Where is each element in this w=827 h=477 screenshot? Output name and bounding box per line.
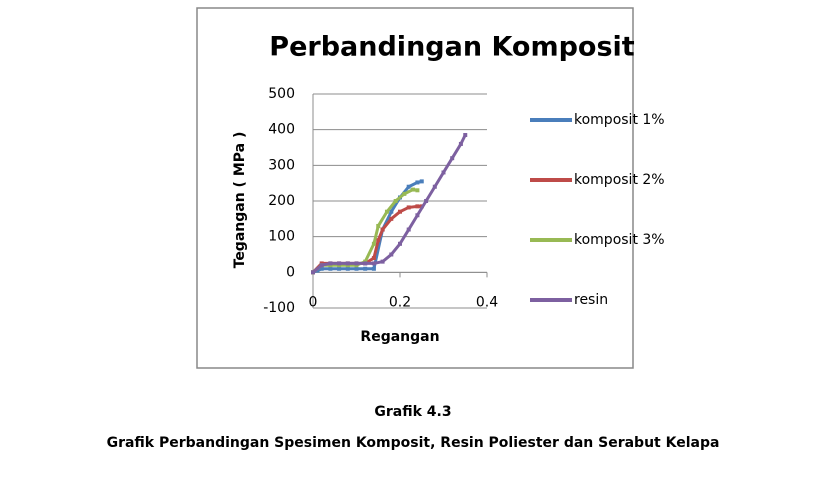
point [380, 259, 385, 264]
point [389, 252, 394, 257]
x-axis-label: Regangan [360, 329, 439, 345]
legend-label: komposit 3% [574, 232, 665, 248]
y-tick-label: 100 [268, 229, 295, 245]
point [463, 133, 468, 138]
point [389, 209, 394, 214]
y-tick-label: 0 [286, 264, 295, 280]
point [380, 227, 385, 232]
point [415, 188, 420, 193]
point [458, 141, 463, 146]
y-axis-label: Tegangan ( MPa ) [232, 132, 248, 269]
point [371, 241, 376, 246]
y-tick-label: 300 [268, 157, 295, 173]
point [398, 209, 402, 214]
point [345, 266, 350, 271]
point [371, 256, 376, 261]
point [389, 216, 394, 221]
point [411, 187, 416, 192]
point [402, 191, 407, 196]
point [406, 227, 411, 232]
point [371, 266, 376, 271]
point [328, 261, 333, 266]
legend-label: resin [574, 292, 608, 308]
point [311, 270, 315, 275]
point [337, 261, 342, 266]
point [398, 241, 402, 246]
y-tick-label: 500 [268, 86, 295, 102]
point [354, 261, 359, 266]
point [419, 179, 424, 184]
point [415, 180, 420, 185]
point [376, 223, 381, 228]
point [406, 205, 411, 210]
point [406, 184, 411, 189]
caption-text: Grafik Perbandingan Spesimen Komposit, R… [107, 435, 720, 451]
y-tick-label: 200 [268, 193, 295, 209]
point [363, 261, 368, 266]
y-tick-label: 400 [268, 122, 295, 138]
x-tick-label: 0.2 [389, 294, 411, 310]
point [328, 266, 333, 271]
point [319, 266, 324, 271]
point [371, 261, 376, 266]
point [363, 266, 368, 271]
point [415, 204, 420, 209]
caption-label: Grafik 4.3 [374, 404, 451, 420]
point [345, 261, 350, 266]
legend-label: komposit 2% [574, 172, 665, 188]
point [432, 184, 437, 189]
point [415, 213, 420, 218]
x-tick-label: 0 [309, 294, 318, 310]
chart-title: Perbandingan Komposit [269, 32, 634, 63]
point [393, 199, 398, 203]
point [337, 266, 342, 271]
y-tick-label: -100 [263, 300, 295, 316]
point [354, 266, 359, 271]
point [319, 263, 324, 268]
point [450, 156, 455, 161]
x-tick-label: 0.4 [476, 294, 498, 310]
point [384, 209, 389, 214]
point [424, 199, 429, 203]
point [376, 238, 381, 243]
legend-label: komposit 1% [574, 112, 665, 128]
point [441, 170, 446, 175]
